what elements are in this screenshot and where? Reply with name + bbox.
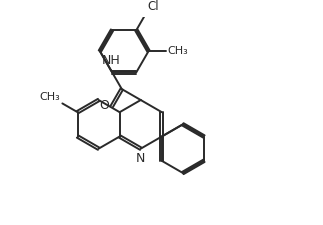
Text: NH: NH [101,54,120,67]
Text: Cl: Cl [147,0,159,13]
Text: N: N [136,152,145,165]
Text: CH₃: CH₃ [40,92,61,102]
Text: CH₃: CH₃ [167,46,188,56]
Text: O: O [99,99,109,112]
